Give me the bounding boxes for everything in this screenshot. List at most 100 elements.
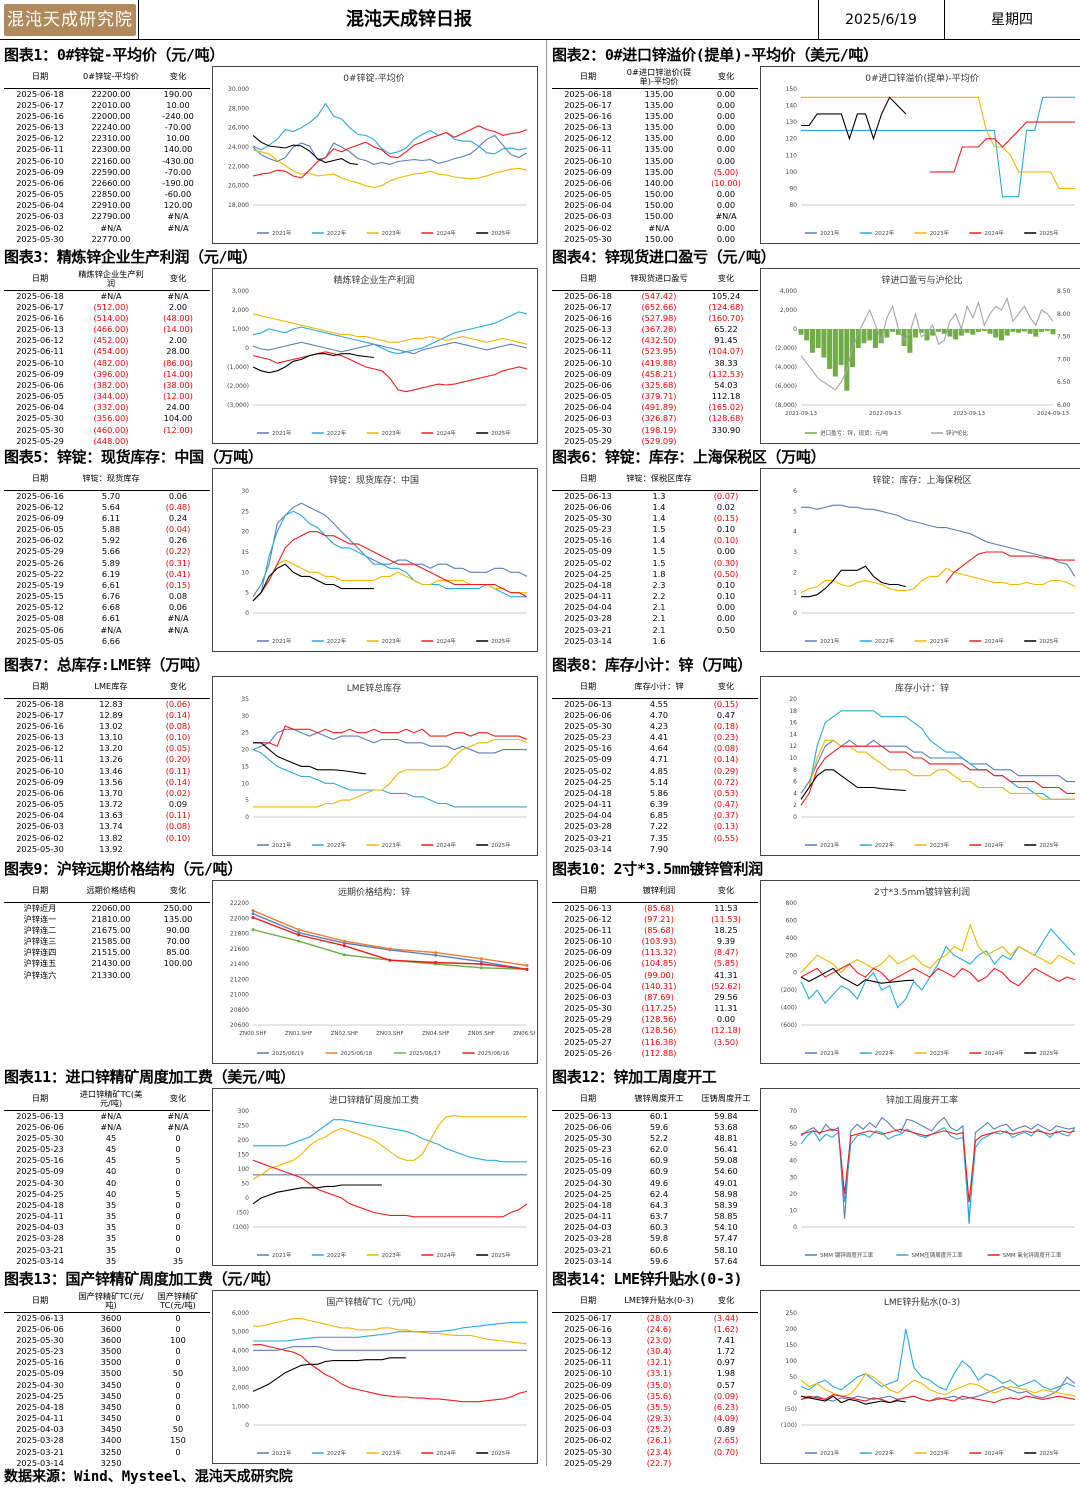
table-row: 2025-06-04 (332.00) 24.00: [4, 402, 210, 413]
chart-panel-12: 图表12：锌加工周度开工 日期 镀锌周度开工 压铸周度开工 2025-06-13 60.1…: [552, 1066, 1080, 1266]
table-row: 2025-06-13 (85.68) 11.53: [552, 902, 758, 914]
panel-title: 图表11：进口锌精矿周度加工费（美元/吨）: [4, 1068, 295, 1086]
legend-label: 2023年: [382, 1449, 402, 1457]
table-cell: 2025-06-11: [16, 754, 64, 765]
table-cell: 2025-05-09: [564, 754, 612, 765]
table-cell: (0.08): [165, 720, 191, 731]
table-row: 2025-06-13 60.1 59.84: [552, 1110, 758, 1122]
table-cell: (128.56): [641, 1014, 677, 1025]
table-cell: 1.98: [716, 1368, 736, 1379]
table-cell: 2025-05-16: [16, 1155, 64, 1166]
table-header: 日期: [4, 1088, 76, 1111]
y-tick-label: 1,000: [232, 1403, 249, 1410]
table-row: 2025-06-16 135.00 0.00: [552, 111, 758, 122]
table-cell: (452.00): [93, 335, 129, 346]
panel-title: 图表3：精炼锌企业生产利润（元/吨）: [4, 248, 257, 266]
table-cell: 2025-06-12: [16, 335, 64, 346]
table-cell: 2025-06-06: [564, 709, 612, 720]
table-cell: (396.00): [93, 368, 129, 379]
table-row: 2025-06-06 3600 0: [4, 1324, 210, 1335]
table-cell: #N/A: [167, 211, 189, 222]
table-cell: 6.39: [649, 799, 669, 810]
table-row: 2025-03-14 3250: [4, 1458, 210, 1469]
table-cell: 0.06: [168, 602, 188, 613]
table-cell: 0.10: [716, 591, 736, 602]
table-cell: 7.90: [649, 843, 669, 854]
legend-label: 2022年: [327, 841, 347, 849]
table-cell: 2025-06-17: [16, 709, 64, 720]
y-tick-label: 200: [786, 1326, 798, 1333]
table-cell: (454.00): [93, 346, 129, 357]
chart-panel-9: 图表9：沪锌远期价格结构（元/吨） 日期 远期价格结构 变化 沪锌近月 22060.00 2…: [4, 858, 538, 1064]
table-cell: (1.62): [713, 1323, 739, 1334]
chart-svg: LME锌升贴水(0-3) 250 200 150 100 50 0 (50) (100) 2021…: [781, 1296, 1076, 1457]
chart-title: 国产锌精矿TC（元/吨）: [326, 1296, 421, 1308]
legend-label: 2024年: [436, 1251, 456, 1259]
table-row: 2025-04-30 49.6 49.01: [552, 1177, 758, 1188]
table-row: 2025-04-11 35 0: [4, 1211, 210, 1222]
table-row: 2025-06-02 #N/A #N/A: [4, 223, 210, 234]
table-cell: 2025-06-03: [564, 413, 612, 424]
legend-label: 2024年: [984, 1049, 1004, 1057]
table-cell: (87.69): [644, 991, 674, 1002]
table-cell: 2025-05-12: [16, 602, 64, 613]
bar: [1010, 329, 1016, 332]
data-point: [297, 939, 301, 943]
table-cell: 40: [105, 1166, 117, 1177]
y-tick-label: 3,000: [232, 1366, 249, 1373]
table-cell: (0.13): [713, 821, 739, 832]
legend-label: 2024年: [436, 637, 456, 645]
table-row: 2025-05-30 3600 100: [4, 1335, 210, 1346]
table-header: 变化: [146, 66, 210, 89]
table-cell: 3450: [100, 1379, 122, 1390]
table-cell: 2025-06-13: [564, 121, 612, 132]
table-cell: (529.09): [641, 435, 677, 446]
table-header: 锌现货进口盈亏: [624, 268, 694, 291]
data-point: [434, 953, 438, 957]
table-cell: 35: [105, 1244, 117, 1255]
table-cell: 2025-04-04: [564, 602, 612, 613]
bar: [958, 329, 964, 336]
table-row: 2025-06-11 135.00 0.00: [552, 144, 758, 155]
table-cell: 0: [175, 1166, 181, 1177]
table-cell: (23.0): [646, 1334, 672, 1345]
table-cell: 49.01: [714, 1177, 738, 1188]
table-cell: 2025-04-04: [564, 810, 612, 821]
table-cell: (0.15): [165, 579, 191, 590]
table-cell: 2025-06-09: [564, 1379, 612, 1390]
table-row: 2025-04-11 3450 0: [4, 1413, 210, 1424]
bar: [809, 329, 815, 353]
data-table: 日期 进口锌精矿TC(美元/吨) 变化 2025-06-13 #N/A #N/A 2025-…: [4, 1088, 210, 1267]
chart: 2寸*3.5mm镀锌管利润 800 600 400 200 0 (200) (400) (600…: [760, 880, 1080, 1064]
table-cell: 2025-06-09: [564, 166, 612, 177]
table-cell: 60.9: [649, 1155, 669, 1166]
table-cell: 6.76: [101, 591, 121, 602]
table-cell: 2.1: [652, 613, 666, 624]
table-cell: 0: [175, 1177, 181, 1188]
y-tick-label: 150: [238, 1152, 250, 1159]
chart: 锌加工周度开工率 70 60 50 40 30 20 10 0 SMM 镀锌周度开工率 SMM压铸周…: [760, 1088, 1080, 1266]
table-cell: 2025-05-28: [564, 1025, 612, 1036]
table-row: 沪锌连一 21810.00 135.00: [4, 914, 210, 925]
table-row: 2025-05-30 (356.00) 104.00: [4, 413, 210, 424]
table-row: 2025-06-17 (28.0) (3.44): [552, 1312, 758, 1324]
y-tick-label: (100): [233, 1224, 249, 1231]
table-cell: 2025-06-16: [564, 1323, 612, 1334]
table-cell: 0.00: [716, 189, 736, 200]
table-cell: (652.66): [641, 301, 677, 312]
table-cell: 24.00: [166, 402, 190, 413]
table-cell: (29.3): [646, 1413, 672, 1424]
table-cell: (38.00): [163, 379, 193, 390]
y-tick-label: 4,000: [780, 288, 797, 295]
table-row: 2025-06-04 13.63 (0.11): [4, 810, 210, 821]
table-row: 沪锌连二 21675.00 90.00: [4, 925, 210, 936]
table-row: 2025-06-04 (140.31) (52.62): [552, 981, 758, 992]
table-cell: 2025-05-30: [564, 424, 612, 435]
table-cell: 2025-06-02: [564, 222, 612, 233]
y-tick-label: (200): [781, 987, 797, 994]
table-cell: #N/A: [648, 222, 670, 233]
table-cell: 3500: [100, 1345, 122, 1356]
y-tick-label: 28,000: [228, 105, 249, 112]
table-cell: 105.24: [711, 290, 741, 301]
chart: 锌锭：库存：上海保税区 6 5 4 3 2 1 0 2021年 2022年 2023年 2024年 20…: [760, 468, 1080, 652]
